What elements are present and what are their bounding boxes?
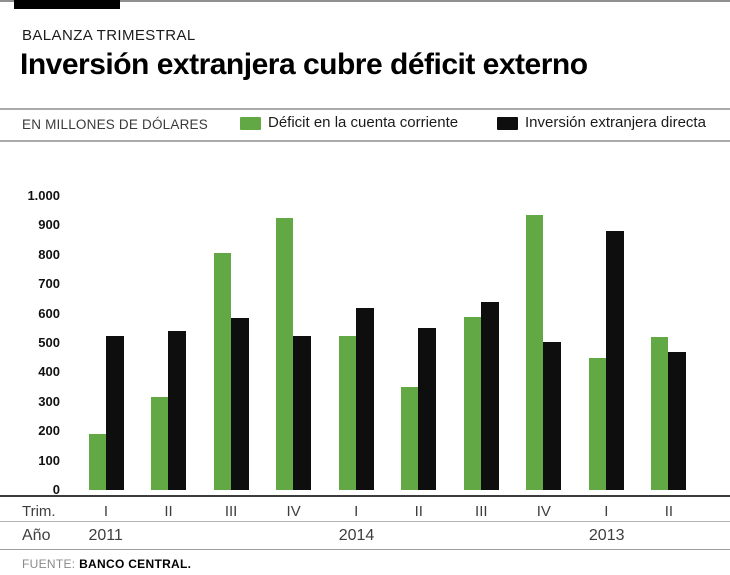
year-label-2013: 2013 <box>588 527 625 544</box>
quarter-row-label: Trim. <box>22 503 56 520</box>
source-value: BANCO CENTRAL. <box>79 557 192 571</box>
bar-deficit-q2 <box>151 397 169 490</box>
top-black-tab <box>14 0 120 9</box>
bar-fdi-q3 <box>230 318 249 490</box>
bar-deficit-q8 <box>526 215 544 490</box>
bar-fdi-q6 <box>418 328 437 490</box>
top-hairline <box>0 0 730 2</box>
y-tick-900: 900 <box>38 217 60 233</box>
bar-deficit-q7 <box>463 316 481 490</box>
bar-fdi-q8 <box>543 341 562 490</box>
y-tick-1.000: 1.000 <box>27 188 60 203</box>
kicker: BALANZA TRIMESTRAL <box>22 27 196 44</box>
bar-fdi-q2 <box>168 331 187 490</box>
legend-item-deficit: Déficit en la cuenta corriente <box>240 114 458 131</box>
legend-label: Déficit en la cuenta corriente <box>268 114 459 131</box>
page-title: Inversión extranjera cubre déficit exter… <box>20 48 588 81</box>
divider-below-legend <box>0 140 730 142</box>
source-line: FUENTE: BANCO CENTRAL. <box>22 557 191 571</box>
divider-trim-year <box>0 521 730 522</box>
legend-swatch-green <box>240 117 261 130</box>
bar-deficit-q3 <box>213 253 231 490</box>
x-tick-q2: II <box>164 503 173 520</box>
bar-deficit-q9 <box>588 357 606 490</box>
legend-swatch-black <box>497 117 518 130</box>
year-label-2014: 2014 <box>338 527 375 544</box>
y-tick-400: 400 <box>38 364 60 380</box>
x-axis-baseline <box>0 495 730 497</box>
x-tick-q8: IV <box>536 503 551 520</box>
year-row-label: Año <box>22 527 51 544</box>
y-tick-100: 100 <box>38 452 60 468</box>
source-label: FUENTE: <box>22 557 76 571</box>
bar-deficit-q10 <box>651 337 669 490</box>
bar-fdi-q7 <box>480 301 499 490</box>
legend-item-fdi: Inversión extranjera directa <box>497 114 706 131</box>
bar-fdi-q1 <box>105 335 124 490</box>
year-label-2011: 2011 <box>88 527 123 544</box>
x-tick-q3: III <box>224 503 238 520</box>
y-tick-700: 700 <box>38 276 60 292</box>
x-tick-q6: II <box>414 503 423 520</box>
x-tick-q5: I <box>354 503 359 520</box>
x-tick-q10: II <box>664 503 674 520</box>
units-label: EN MILLONES DE DÓLARES <box>22 117 208 132</box>
y-tick-600: 600 <box>38 305 60 321</box>
bar-fdi-q9 <box>605 231 624 490</box>
bar-deficit-q5 <box>338 335 356 490</box>
x-tick-q1: I <box>103 503 109 520</box>
x-tick-q9: I <box>604 503 609 520</box>
y-tick-300: 300 <box>38 393 60 409</box>
x-tick-q7: III <box>475 503 488 520</box>
divider-below-years <box>0 549 730 550</box>
y-tick-0: 0 <box>52 482 60 497</box>
y-tick-200: 200 <box>38 423 60 439</box>
y-tick-500: 500 <box>38 335 60 350</box>
bar-deficit-q4 <box>276 218 294 490</box>
y-tick-800: 800 <box>38 246 60 262</box>
bar-fdi-q10 <box>668 351 687 490</box>
x-tick-q4: IV <box>286 503 301 520</box>
divider-above-legend <box>0 108 730 110</box>
bar-deficit-q1 <box>88 434 106 490</box>
legend-label: Inversión extranjera directa <box>525 114 706 131</box>
bar-fdi-q4 <box>293 335 312 490</box>
bar-deficit-q6 <box>401 387 419 490</box>
bar-fdi-q5 <box>355 307 374 490</box>
